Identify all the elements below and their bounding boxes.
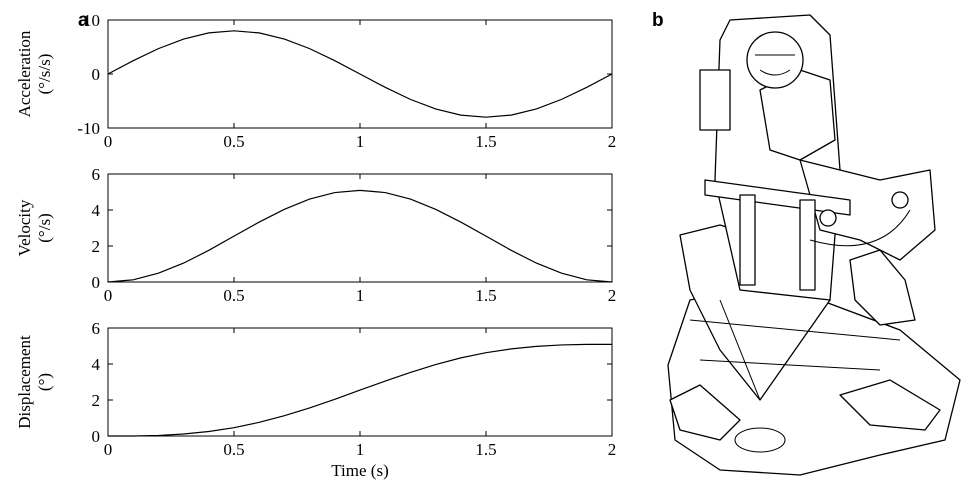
plot-frame — [107, 327, 613, 437]
y-tick-label: 6 — [92, 165, 101, 184]
x-tick-label: 0 — [104, 440, 113, 459]
y-axis-label: Displacement — [15, 335, 34, 429]
x-tick-label: 1 — [356, 132, 365, 151]
x-axis-label: Time (s) — [331, 461, 388, 480]
x-tick-label: 1.5 — [475, 132, 496, 151]
y-tick-label: 0 — [92, 65, 101, 84]
panel-label: a — [78, 10, 89, 31]
y-tick-label: 10 — [83, 11, 100, 30]
y-tick-label: 6 — [92, 319, 101, 338]
simulator-illustration — [667, 14, 961, 476]
y-tick-label: 4 — [92, 201, 101, 220]
y-tick-label: 2 — [92, 391, 101, 410]
x-tick-label: 2 — [608, 286, 617, 305]
y-tick-label: -10 — [77, 119, 100, 138]
x-tick-label: 1.5 — [475, 440, 496, 459]
data-line — [108, 343, 612, 437]
x-tick-label: 0.5 — [223, 132, 244, 151]
x-tick-label: 1 — [356, 440, 365, 459]
y-axis-label: (°/s) — [35, 213, 54, 242]
x-tick-label: 0 — [104, 132, 113, 151]
y-axis-label: Velocity — [15, 199, 34, 256]
x-tick-label: 0.5 — [223, 440, 244, 459]
x-tick-label: 2 — [608, 440, 617, 459]
x-tick-label: 2 — [608, 132, 617, 151]
y-tick-label: 0 — [92, 273, 101, 292]
y-tick-label: 4 — [92, 355, 101, 374]
y-axis-label: (°) — [35, 373, 54, 391]
data-line — [107, 189, 613, 283]
panel-label: b — [652, 10, 664, 31]
data-line — [107, 30, 613, 118]
y-axis-label: (°/s/s) — [35, 54, 54, 95]
x-tick-label: 1.5 — [475, 286, 496, 305]
x-tick-label: 0.5 — [223, 286, 244, 305]
x-tick-label: 0 — [104, 286, 113, 305]
x-tick-label: 1 — [356, 286, 365, 305]
y-tick-label: 2 — [92, 237, 101, 256]
y-tick-label: 0 — [92, 427, 101, 446]
y-axis-label: Acceleration — [15, 30, 34, 117]
